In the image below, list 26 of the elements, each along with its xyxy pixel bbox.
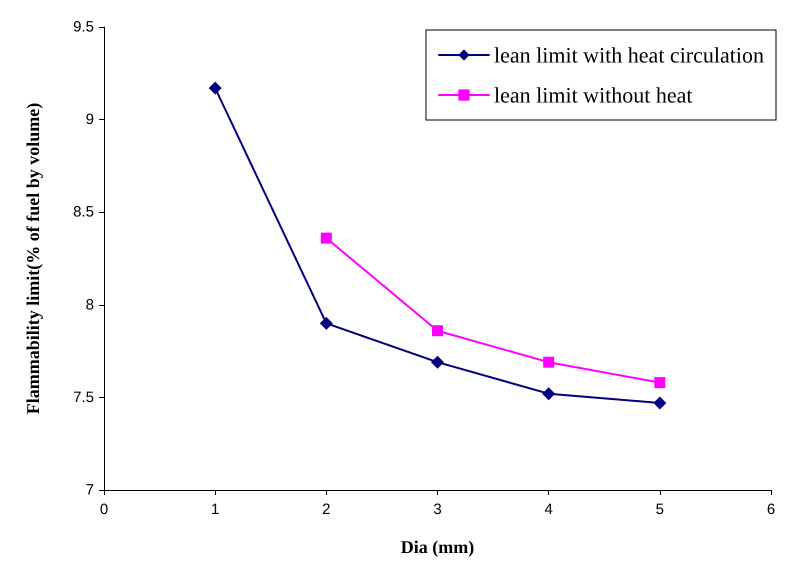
x-tick-label: 4	[544, 501, 553, 518]
y-tick-label: 7.5	[73, 388, 94, 406]
x-tick-label: 2	[322, 501, 331, 518]
x-tick-label: 1	[210, 501, 220, 518]
point	[431, 356, 444, 369]
y-tick-label: 9.5	[73, 18, 94, 36]
point	[432, 325, 443, 336]
point	[654, 377, 666, 388]
point	[542, 387, 556, 400]
point	[543, 356, 554, 368]
x-tick-label: 0	[100, 501, 108, 518]
x-tick-label: 6	[766, 501, 776, 518]
point	[653, 396, 666, 410]
legend-label: lean limit without heat	[494, 82, 693, 108]
point	[320, 316, 333, 330]
y-axis-title: Flammability limit(% of fuel by volume)	[23, 102, 43, 414]
point	[320, 232, 332, 244]
x-tick-label: 3	[433, 501, 442, 518]
y-tick-label: 7	[86, 482, 94, 498]
legend-label: lean limit with heat circulation	[494, 42, 764, 68]
y-tick-label: 8.5	[73, 204, 94, 221]
x-tick-label: 5	[656, 501, 664, 518]
y-tick-label: 8	[86, 296, 94, 314]
x-axis-title: Dia (mm)	[400, 537, 474, 557]
point	[208, 82, 222, 95]
y-tick-label: 9	[86, 111, 94, 128]
